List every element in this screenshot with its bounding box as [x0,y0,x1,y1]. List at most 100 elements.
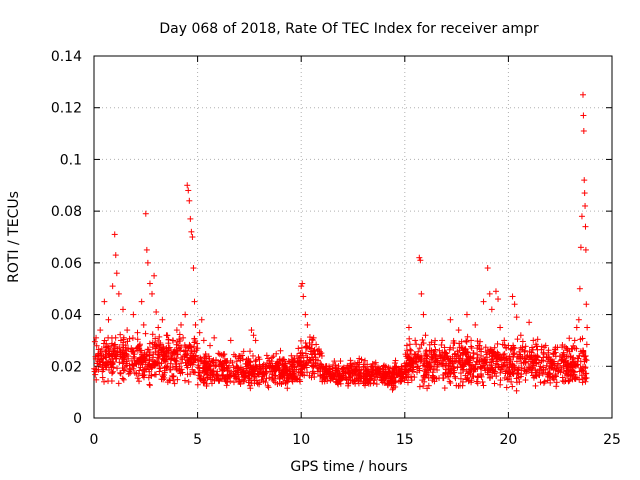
data-point [99,368,106,375]
data-point [295,369,302,376]
data-point [277,347,284,354]
data-point [106,366,113,373]
data-point [165,336,172,343]
data-point [289,377,296,384]
data-point [213,371,220,378]
data-point [303,360,310,367]
data-point [410,358,417,365]
data-point [130,365,137,372]
data-point [376,365,383,372]
data-point [191,355,198,362]
data-point [380,363,387,370]
data-point [447,344,454,351]
data-point [567,360,574,367]
data-point [146,382,153,389]
data-point [108,334,115,341]
data-point [469,355,476,362]
data-point [548,358,555,365]
data-point [385,380,392,387]
data-point [408,373,415,380]
y-tick-label: 0.04 [51,308,82,324]
data-point [284,385,291,392]
data-point [162,358,169,365]
data-point [178,321,185,328]
data-point [109,340,116,347]
data-point [432,346,439,353]
data-point [559,374,566,381]
data-point [582,352,589,359]
data-point [187,215,194,222]
data-point [265,355,272,362]
data-point [474,359,481,366]
data-point [297,372,304,379]
data-point [501,350,508,357]
data-point [566,348,573,355]
data-point [134,375,141,382]
data-point [157,340,164,347]
data-point [494,351,501,358]
data-point [463,311,470,318]
data-point [582,202,589,209]
data-point [426,341,433,348]
data-point [196,329,203,336]
data-point [436,347,443,354]
data-point [486,361,493,368]
data-point [298,365,305,372]
data-point [185,187,192,194]
data-point [107,358,114,365]
data-point [452,358,459,365]
data-point [355,369,362,376]
data-point [248,327,255,334]
y-tick-label: 0.06 [51,256,82,272]
data-point [272,372,279,379]
data-point [554,344,561,351]
data-point [547,373,554,380]
data-point [389,373,396,380]
data-point [194,345,201,352]
data-point [581,177,588,184]
data-point [521,347,528,354]
data-point [134,329,141,336]
data-point [285,358,292,365]
data-point [189,234,196,240]
x-tick-label: 10 [292,432,310,448]
data-point [194,357,201,364]
data-point [184,364,191,371]
data-point [479,363,486,370]
data-point [430,351,437,358]
data-point [474,338,481,345]
data-point [264,359,271,366]
data-point [489,355,496,362]
data-point [156,333,163,340]
data-point [250,368,257,375]
data-point [94,360,101,367]
data-point [138,359,145,366]
data-point [358,374,365,381]
data-point [152,335,159,342]
data-point [269,354,276,361]
data-point [141,368,148,375]
data-point [189,366,196,373]
x-axis-label: GPS time / hours [290,459,407,475]
data-point [497,324,504,331]
data-point [364,361,371,368]
data-point [177,338,184,345]
data-point [515,374,522,381]
data-point [510,362,517,369]
data-point [499,341,506,348]
data-point [487,374,494,381]
chart-title: Day 068 of 2018, Rate Of TEC Index for r… [159,21,538,37]
data-point [111,347,118,354]
data-point [178,354,185,361]
data-point [440,363,447,370]
data-point [240,368,247,375]
data-point [511,301,518,308]
data-point [517,344,524,351]
data-point [304,344,311,351]
data-point [372,373,379,380]
data-point [298,283,305,290]
data-point [319,364,326,371]
data-point [582,246,589,253]
data-point [508,378,515,385]
data-point [304,321,311,328]
